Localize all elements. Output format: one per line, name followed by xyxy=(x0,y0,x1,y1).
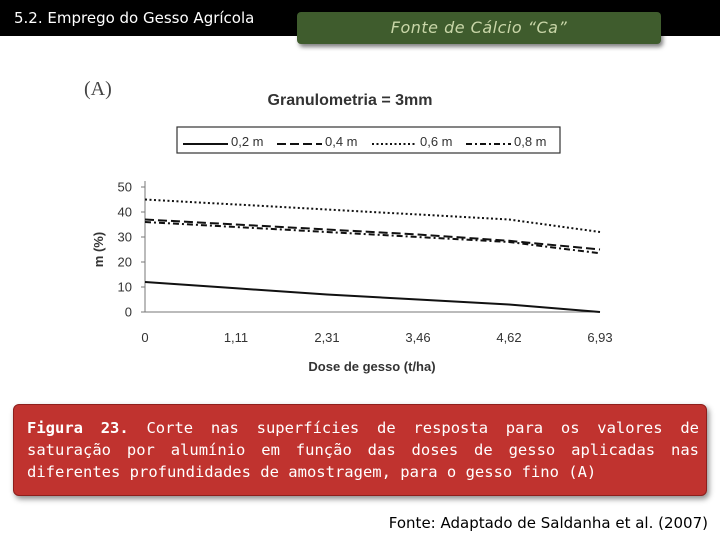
x-axis-label: Dose de gesso (t/ha) xyxy=(308,359,435,374)
series-line-3 xyxy=(144,198,601,233)
figure-caption: Figura 23. Corte nas superfícies de resp… xyxy=(27,417,699,483)
y-tick-label: 0 xyxy=(125,305,132,320)
y-axis-label: m (%) xyxy=(91,232,106,267)
y-tick-label: 30 xyxy=(118,230,132,245)
x-tick-label: 3,46 xyxy=(405,330,430,345)
legend-label-4: 0,8 m xyxy=(514,134,547,149)
section-title: 5.2. Emprego do Gesso Agrícola xyxy=(14,9,255,27)
line-chart: (A) Granulometria = 3mm 0,2 m 0,4 m 0,6 m 0,8… xyxy=(84,78,613,374)
y-tick-label: 40 xyxy=(118,205,132,220)
figure-caption-label: Figura 23. xyxy=(27,419,129,437)
figure-caption-text: Corte nas superfícies de resposta para o… xyxy=(27,419,699,481)
chart-title: Granulometria = 3mm xyxy=(268,92,433,109)
y-tick-label: 20 xyxy=(118,255,132,270)
topic-title: Fonte de Cálcio “Ca” xyxy=(390,18,568,37)
legend-label-3: 0,6 m xyxy=(420,134,453,149)
x-tick-label: 6,93 xyxy=(587,330,612,345)
x-tick-label: 0 xyxy=(141,330,148,345)
series-line-1 xyxy=(144,281,601,313)
legend-box xyxy=(176,126,561,154)
legend-label-1: 0,2 m xyxy=(231,134,264,149)
legend-label-2: 0,4 m xyxy=(325,134,358,149)
panel-label: (A) xyxy=(84,78,112,100)
source-citation: Fonte: Adaptado de Saldanha et al. (2007… xyxy=(388,514,708,532)
y-tick-label: 50 xyxy=(118,180,132,195)
x-tick-label: 4,62 xyxy=(496,330,521,345)
series-line-4 xyxy=(144,221,601,255)
figure-caption-box: Figura 23. Corte nas superfícies de resp… xyxy=(13,404,707,496)
x-tick-label: 1,11 xyxy=(224,330,248,345)
x-tick-label: 2,31 xyxy=(314,330,339,345)
topic-badge: Fonte de Cálcio “Ca” xyxy=(297,12,661,44)
series-line-2 xyxy=(144,218,601,251)
y-tick-label: 10 xyxy=(118,280,132,295)
